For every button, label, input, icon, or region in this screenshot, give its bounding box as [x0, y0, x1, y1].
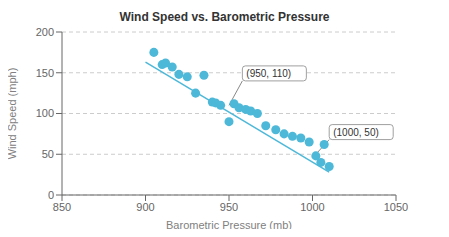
svg-text:(1000, 50): (1000, 50) [333, 127, 379, 138]
svg-text:Barometric Pressure (mb): Barometric Pressure (mb) [166, 219, 292, 229]
html-text:Wind Speed vs. Barometric Pres: Wind Speed vs. Barometric Pressure [119, 10, 330, 24]
svg-text:950: 950 [220, 201, 238, 213]
svg-text:(950, 110): (950, 110) [246, 68, 291, 79]
svg-text:900: 900 [136, 201, 154, 213]
svg-text:1050: 1050 [384, 201, 408, 213]
svg-text:Wind Speed (mph): Wind Speed (mph) [8, 68, 18, 160]
svg-text:1000: 1000 [300, 201, 324, 213]
svg-text:850: 850 [53, 201, 71, 213]
svg-text:0: 0 [48, 189, 54, 201]
svg-text:50: 50 [42, 148, 54, 160]
svg-text:150: 150 [36, 67, 54, 79]
svg-text:100: 100 [36, 107, 54, 119]
svg-text:200: 200 [36, 26, 54, 38]
